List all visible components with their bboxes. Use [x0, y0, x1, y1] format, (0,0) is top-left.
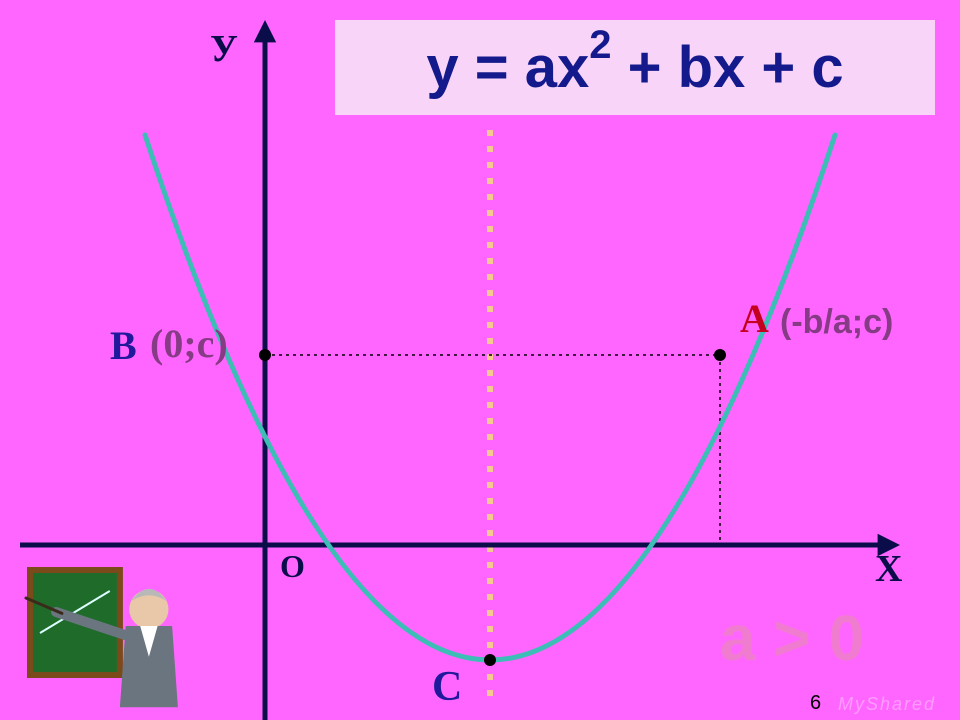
formula-post: + bx + c — [611, 34, 843, 101]
x-axis-label: Х — [875, 547, 902, 591]
point-b-letter: В — [110, 322, 137, 369]
y-axis-arrow — [254, 20, 276, 42]
point-a-dot — [714, 349, 726, 361]
y-axis-label: У — [210, 27, 238, 71]
point-c-letter: С — [432, 663, 462, 711]
condition-text: a > 0 — [720, 601, 864, 675]
formula-pre: y = ax — [426, 34, 589, 101]
formula-superscript: 2 — [589, 23, 611, 68]
formula-box: y = ax2 + bx + c — [335, 20, 935, 115]
watermark: MyShared — [838, 694, 936, 715]
point-a-letter: А — [740, 295, 769, 342]
teacher-icon — [26, 570, 178, 707]
point-b-dot — [259, 349, 271, 361]
origin-label: О — [280, 548, 305, 585]
point-b-coords: (0;с) — [150, 320, 228, 367]
point-c-dot — [484, 654, 496, 666]
slide-number: 6 — [810, 692, 821, 715]
point-a-coords: (-b/a;c) — [780, 303, 893, 342]
